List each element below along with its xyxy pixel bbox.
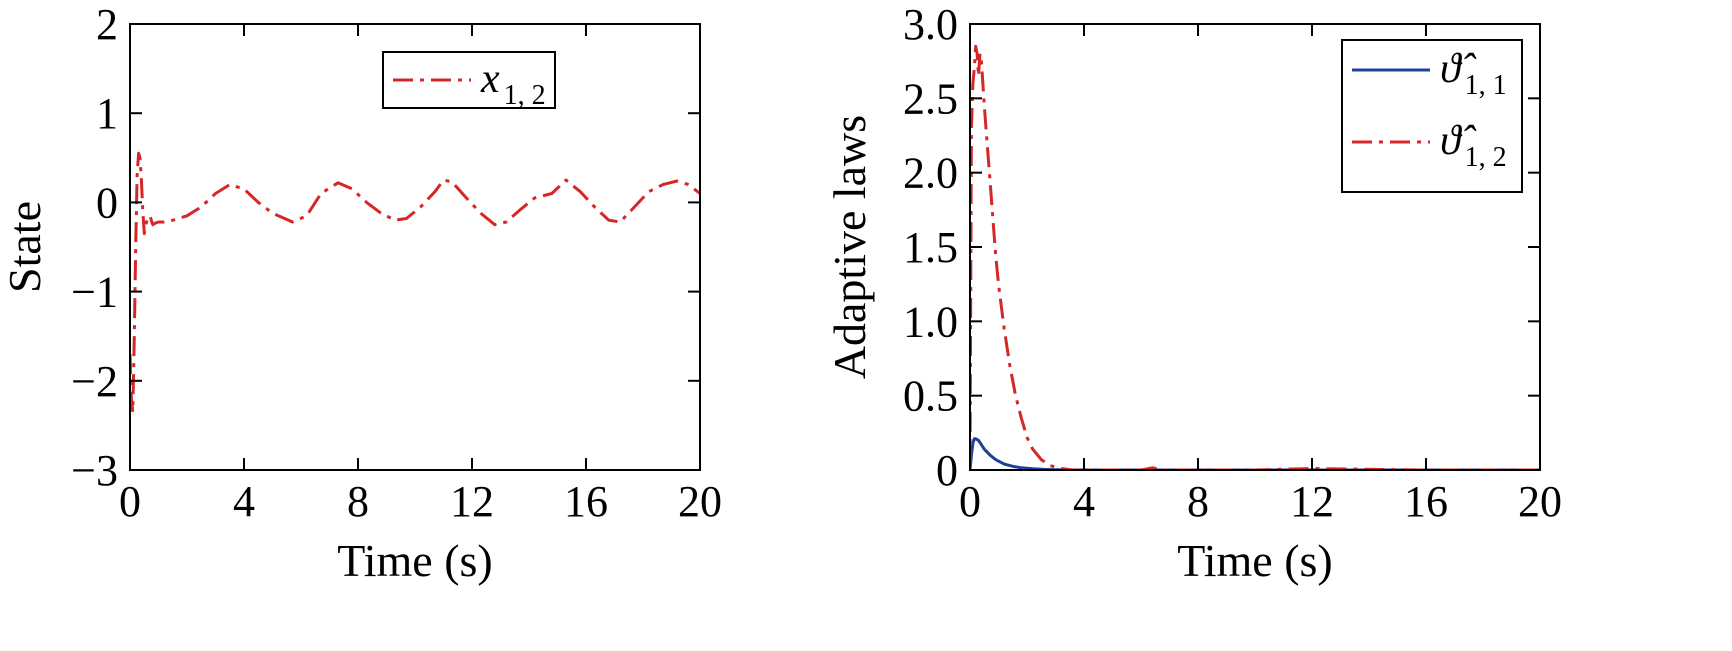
legend-box: [1341, 39, 1523, 193]
x-tick-label: 0: [959, 477, 981, 526]
y-tick-label: 3.0: [903, 0, 958, 49]
legend-subscript: 1, 2: [504, 80, 546, 111]
state-chart: 0 4 8 12 16 20 2 1 0 −1 −2 −3 Time (s) State x 1, 2: [0, 0, 722, 586]
x-tick-label: 12: [1290, 477, 1334, 526]
y-tick-label: −2: [71, 357, 118, 406]
series-line-1: [130, 151, 700, 414]
adaptive-laws-chart: 0 4 8 12 16 20 3.0 2.5 2.0 1.5 1.0 0.5 0 Time (s) Adap…: [824, 0, 1562, 586]
legend-symbol: x: [480, 56, 500, 102]
x-tick-label: 12: [450, 477, 494, 526]
y-axis-title: Adaptive laws: [824, 115, 875, 379]
legend-subscript: 1, 2: [1465, 142, 1507, 173]
series-line-2: [970, 44, 1540, 470]
x-tick-label: 8: [347, 477, 369, 526]
x-axis-title: Time (s): [1177, 535, 1333, 586]
y-tick-label: 2.0: [903, 149, 958, 198]
legend-label-1: x 1, 2: [480, 56, 546, 111]
x-tick-label: 8: [1187, 477, 1209, 526]
y-axis-title: State: [0, 201, 50, 293]
y-tick-label: 2.5: [903, 74, 958, 123]
x-tick-label: 4: [233, 477, 255, 526]
series-line-1: [970, 437, 1540, 470]
y-tick-label: −1: [71, 268, 118, 317]
plot-frame: [129, 23, 701, 471]
y-tick-label: 1: [96, 89, 118, 138]
legend-subscript: 1, 1: [1465, 70, 1507, 101]
x-tick-label: 16: [1404, 477, 1448, 526]
x-tick-label: 20: [678, 477, 722, 526]
x-tick-label: 4: [1073, 477, 1095, 526]
x-tick-label: 16: [564, 477, 608, 526]
y-tick-label: 0.5: [903, 372, 958, 421]
x-axis-title: Time (s): [337, 535, 493, 586]
y-tick-label: 0: [936, 446, 958, 495]
y-tick-label: 0: [96, 178, 118, 227]
y-tick-label: 1.0: [903, 297, 958, 346]
y-tick-label: −3: [71, 446, 118, 495]
y-tick-label: 2: [96, 0, 118, 49]
legend: x 1, 2: [382, 51, 556, 111]
y-tick-label: 1.5: [903, 223, 958, 272]
legend: ϑ̂ 1, 1ϑ̂ 1, 2: [1341, 39, 1523, 193]
x-tick-label: 0: [119, 477, 141, 526]
x-tick-label: 20: [1518, 477, 1562, 526]
